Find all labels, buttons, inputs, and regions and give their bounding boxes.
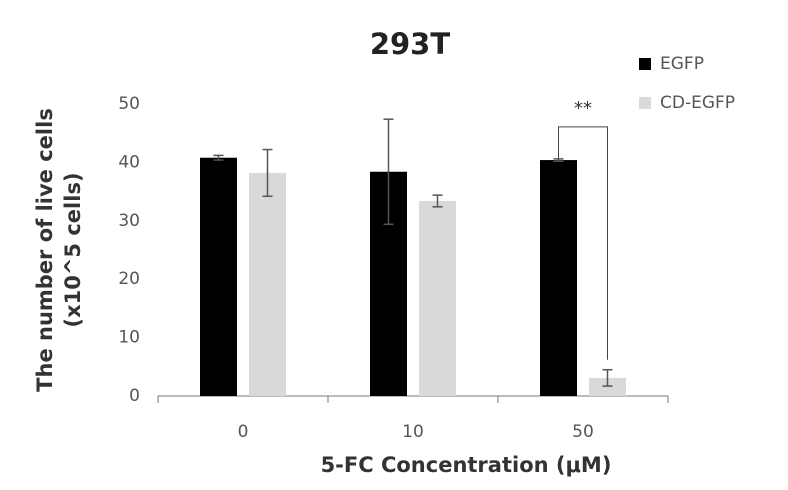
bar <box>419 200 456 396</box>
bar <box>540 160 577 396</box>
y-axis-label: The number of live cells (x10^5 cells) <box>33 108 85 392</box>
y-tick-label: 20 <box>118 269 140 289</box>
legend-swatch <box>639 97 651 109</box>
y-axis-label-line: (x10^5 cells) <box>61 172 85 327</box>
chart-title: 293T <box>370 27 451 61</box>
y-tick-label: 50 <box>118 94 140 114</box>
legend-label: EGFP <box>660 54 704 74</box>
y-tick-label: 30 <box>118 211 140 231</box>
y-tick-label: 0 <box>129 386 140 406</box>
significance-bracket <box>558 126 608 360</box>
annotation: ** <box>574 98 592 119</box>
y-tick-label: 10 <box>118 328 140 348</box>
y-tick-label: 40 <box>118 152 140 172</box>
y-axis-label-line: The number of live cells <box>33 108 57 392</box>
error-bar <box>383 118 394 226</box>
error-bar <box>432 194 443 208</box>
legend-swatch <box>639 58 651 70</box>
x-tick-label: 50 <box>572 422 594 442</box>
error-bar <box>262 148 273 198</box>
legend-label: CD-EGFP <box>660 93 735 113</box>
x-tick-label: 10 <box>402 422 424 442</box>
error-bar <box>213 154 224 161</box>
x-tick-label: 0 <box>238 422 249 442</box>
bar <box>589 377 626 396</box>
error-bar <box>602 368 613 387</box>
x-axis-label: 5-FC Concentration (μM) <box>321 453 612 477</box>
bar <box>200 157 237 396</box>
bar <box>249 172 286 396</box>
